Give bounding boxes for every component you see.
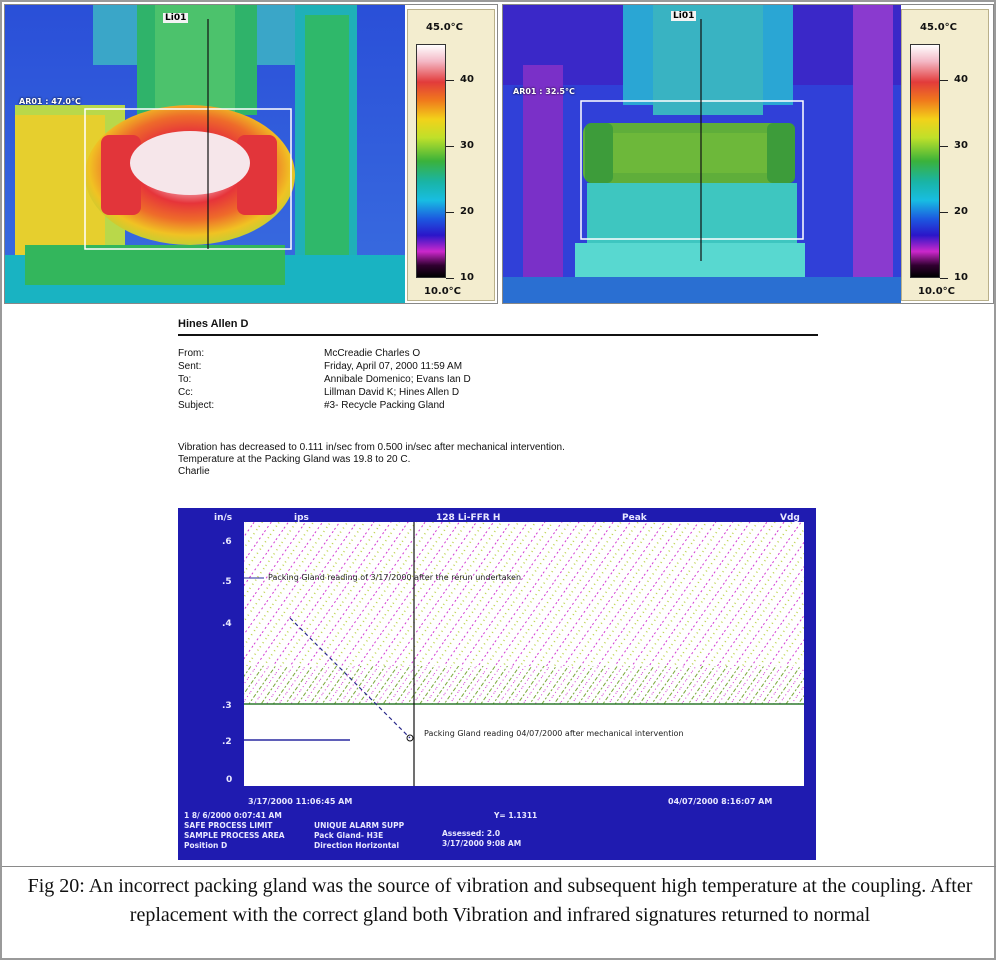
line-label: Li01 bbox=[671, 11, 697, 21]
field-value: #3- Recycle Packing Gland bbox=[324, 400, 445, 411]
info-cell: Y= 1.1311 bbox=[493, 811, 537, 820]
tick-label: 30 bbox=[460, 140, 474, 151]
plot-unit: in/s bbox=[214, 513, 232, 523]
line-label: Li01 bbox=[163, 13, 189, 23]
y-tick: .2 bbox=[222, 737, 232, 747]
x-date-end: 04/07/2000 8:16:07 AM bbox=[668, 797, 772, 806]
info-cell: SAFE PROCESS LIMIT bbox=[184, 821, 273, 830]
y-tick: .3 bbox=[222, 701, 232, 711]
x-date-start: 3/17/2000 11:06:45 AM bbox=[248, 797, 352, 806]
vibration-trend-plot: in/s ips 128 Li-FFR H Peak Vdg .6 .5 .4 … bbox=[178, 508, 816, 860]
temperature-scale: 45.0°C 40 30 20 10 10.0°C bbox=[407, 9, 495, 301]
field-value: Friday, April 07, 2000 11:59 AM bbox=[324, 361, 463, 372]
color-bar bbox=[416, 44, 446, 278]
info-cell: Direction Horizontal bbox=[314, 841, 399, 850]
scale-max: 45.0°C bbox=[426, 22, 464, 33]
thermogram-after bbox=[503, 5, 901, 303]
figure-caption: Fig 20: An incorrect packing gland was t… bbox=[27, 875, 973, 926]
y-tick: .4 bbox=[222, 619, 232, 629]
field-value: Lillman David K; Hines Allen D bbox=[324, 387, 460, 398]
recipient-name: Hines Allen D bbox=[178, 318, 249, 330]
thermal-image-before: Li01 AR01 : 47.0°C 45.0°C 40 30 20 10 10… bbox=[4, 4, 498, 304]
color-bar bbox=[910, 44, 940, 278]
annotation-after: Packing Gland reading 04/07/2000 after m… bbox=[424, 729, 684, 738]
thermogram-before bbox=[5, 5, 405, 303]
info-cell: 1 8/ 6/2000 0:07:41 AM bbox=[184, 811, 282, 820]
info-cell: Pack Gland- H3E bbox=[314, 831, 383, 840]
trend-line bbox=[289, 617, 411, 739]
plot-point-name: 128 Li-FFR H bbox=[436, 513, 500, 523]
plot-mode: Vdg bbox=[780, 513, 800, 523]
info-cell: Position D bbox=[184, 841, 227, 850]
field-value: McCreadie Charles O bbox=[324, 348, 421, 359]
plot-measure: Peak bbox=[622, 513, 648, 523]
info-cell: UNIQUE ALARM SUPP bbox=[314, 821, 405, 830]
scale-min: 10.0°C bbox=[424, 286, 462, 297]
tick-label: 30 bbox=[954, 140, 968, 151]
y-tick: 0 bbox=[226, 775, 232, 785]
area-label: AR01 : 32.5°C bbox=[513, 87, 575, 96]
field-label: Cc: bbox=[178, 387, 193, 398]
field-value: Annibale Domenico; Evans Ian D bbox=[324, 374, 471, 385]
body-line: Charlie bbox=[178, 466, 210, 477]
annotation-before: Packing Gland reading of 3/17/2000 after… bbox=[268, 573, 521, 582]
field-label: Sent: bbox=[178, 361, 202, 372]
caption-divider bbox=[2, 866, 996, 867]
scale-max: 45.0°C bbox=[920, 22, 958, 33]
y-tick: .6 bbox=[222, 537, 232, 547]
email-body: Vibration has decreased to 0.111 in/sec … bbox=[178, 442, 818, 478]
divider bbox=[178, 334, 818, 336]
area-label: AR01 : 47.0°C bbox=[19, 97, 81, 106]
tick-label: 10 bbox=[460, 272, 474, 283]
email-message: Hines Allen D From: McCreadie Charles O … bbox=[178, 312, 818, 502]
tick-label: 20 bbox=[460, 206, 474, 217]
trend-canvas: in/s ips 128 Li-FFR H Peak Vdg .6 .5 .4 … bbox=[184, 513, 804, 850]
alarm-zone bbox=[244, 522, 804, 666]
thermal-image-after: Li01 AR01 : 32.5°C 45.0°C 40 30 20 10 10… bbox=[502, 4, 994, 304]
tick-label: 20 bbox=[954, 206, 968, 217]
tick-label: 10 bbox=[954, 272, 968, 283]
plot-unit-2: ips bbox=[294, 513, 309, 523]
trend-point bbox=[406, 734, 414, 742]
info-cell: 3/17/2000 9:08 AM bbox=[442, 839, 521, 848]
tick-label: 40 bbox=[954, 74, 968, 85]
body-line: Vibration has decreased to 0.111 in/sec … bbox=[178, 442, 565, 453]
tick-label: 40 bbox=[460, 74, 474, 85]
y-tick: .5 bbox=[222, 577, 232, 587]
temperature-scale: 45.0°C 40 30 20 10 10.0°C bbox=[901, 9, 989, 301]
scale-min: 10.0°C bbox=[918, 286, 956, 297]
field-label: From: bbox=[178, 348, 205, 359]
info-cell: Assessed: 2.0 bbox=[442, 829, 500, 838]
info-cell: SAMPLE PROCESS AREA bbox=[184, 831, 285, 840]
body-line: Temperature at the Packing Gland was 19.… bbox=[178, 454, 411, 465]
field-label: Subject: bbox=[178, 400, 215, 411]
field-label: To: bbox=[178, 374, 192, 385]
alert-zone bbox=[244, 666, 804, 704]
